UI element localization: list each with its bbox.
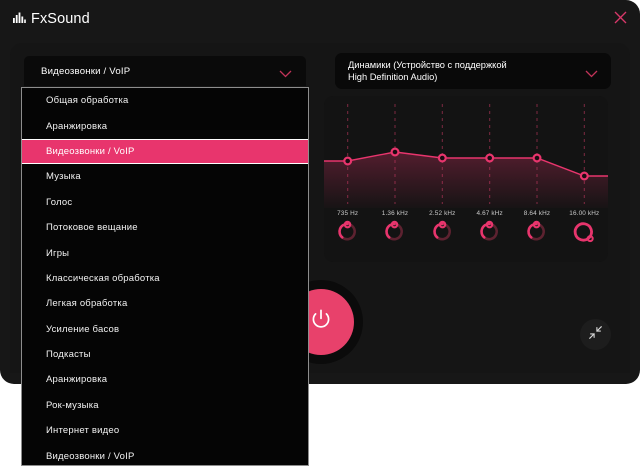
preset-option[interactable]: Рок-музыка — [46, 399, 99, 411]
preset-option[interactable]: Аранжировка — [46, 374, 108, 386]
chevron-down-icon — [279, 65, 292, 83]
preset-option-selected[interactable]: Видеозвонки / VoIP — [22, 138, 308, 165]
eq-band-frequency-label: 16.00 kHz — [569, 210, 600, 217]
preset-option[interactable]: Классическая обработка — [46, 272, 160, 284]
eq-band-frequency-label: 735 Hz — [337, 210, 359, 217]
rotary-knob-icon[interactable] — [571, 220, 597, 249]
eq-band-5[interactable]: 16.00 kHz — [561, 208, 608, 262]
output-device-value: Динамики (Устройство с поддержкой High D… — [348, 59, 507, 84]
close-icon — [614, 11, 627, 29]
preset-option[interactable]: Потоковое вещание — [46, 222, 138, 234]
app-title: FxSound — [31, 10, 90, 27]
title-bar: FxSound — [0, 0, 640, 37]
equalizer-panel: 735 Hz 1.36 kHz — [324, 96, 608, 262]
preset-option[interactable]: Видеозвонки / VoIP — [46, 450, 135, 462]
equalizer-knob-row: 735 Hz 1.36 kHz — [324, 208, 608, 262]
power-icon — [311, 309, 331, 335]
preset-dropdown-list[interactable]: Общая обработка Аранжировка Видеозвонки … — [21, 87, 309, 466]
preset-option[interactable]: Музыка — [46, 171, 81, 183]
app-brand: FxSound — [13, 10, 90, 28]
equalizer-bars-icon — [13, 10, 26, 28]
output-device-combobox[interactable]: Динамики (Устройство с поддержкой High D… — [335, 53, 611, 89]
rotary-knob-icon[interactable] — [478, 220, 501, 249]
preset-option[interactable]: Усиление басов — [46, 323, 120, 335]
eq-band-3[interactable]: 4.67 kHz — [466, 208, 513, 262]
eq-band-4[interactable]: 8.64 kHz — [513, 208, 560, 262]
eq-band-1[interactable]: 1.36 kHz — [371, 208, 418, 262]
preset-option[interactable]: Игры — [46, 247, 70, 259]
output-device-value-line2: High Definition Audio) — [348, 72, 438, 82]
rotary-knob-icon[interactable] — [336, 220, 359, 249]
eq-band-frequency-label: 2.52 kHz — [429, 210, 456, 217]
preset-option[interactable]: Интернет видео — [46, 425, 120, 437]
preset-option[interactable]: Голос — [46, 196, 73, 208]
preset-combobox[interactable]: Видеозвонки / VoIP — [24, 56, 306, 86]
eq-band-frequency-label: 1.36 kHz — [381, 210, 409, 217]
eq-band-frequency-label: 8.64 kHz — [523, 210, 551, 217]
eq-band-0[interactable]: 735 Hz — [324, 208, 371, 262]
eq-band-frequency-label: 4.67 kHz — [476, 210, 503, 217]
preset-option[interactable]: Подкасты — [46, 349, 91, 361]
close-button[interactable] — [609, 9, 631, 31]
chevron-down-icon — [585, 65, 598, 83]
preset-option[interactable]: Общая обработка — [46, 95, 129, 107]
eq-band-2[interactable]: 2.52 kHz — [419, 208, 466, 262]
output-device-value-line1: Динамики (Устройство с поддержкой — [348, 59, 507, 70]
rotary-knob-icon[interactable] — [525, 220, 548, 249]
rotary-knob-icon[interactable] — [431, 220, 454, 249]
preset-selected-value: Видеозвонки / VoIP — [41, 65, 131, 77]
preset-option[interactable]: Легкая обработка — [46, 298, 128, 310]
rotary-knob-icon[interactable] — [383, 220, 406, 249]
equalizer-response-graph[interactable] — [324, 96, 608, 208]
preset-option[interactable]: Аранжировка — [46, 120, 108, 132]
collapse-view-button[interactable] — [580, 319, 611, 350]
collapse-arrows-icon — [588, 325, 603, 345]
